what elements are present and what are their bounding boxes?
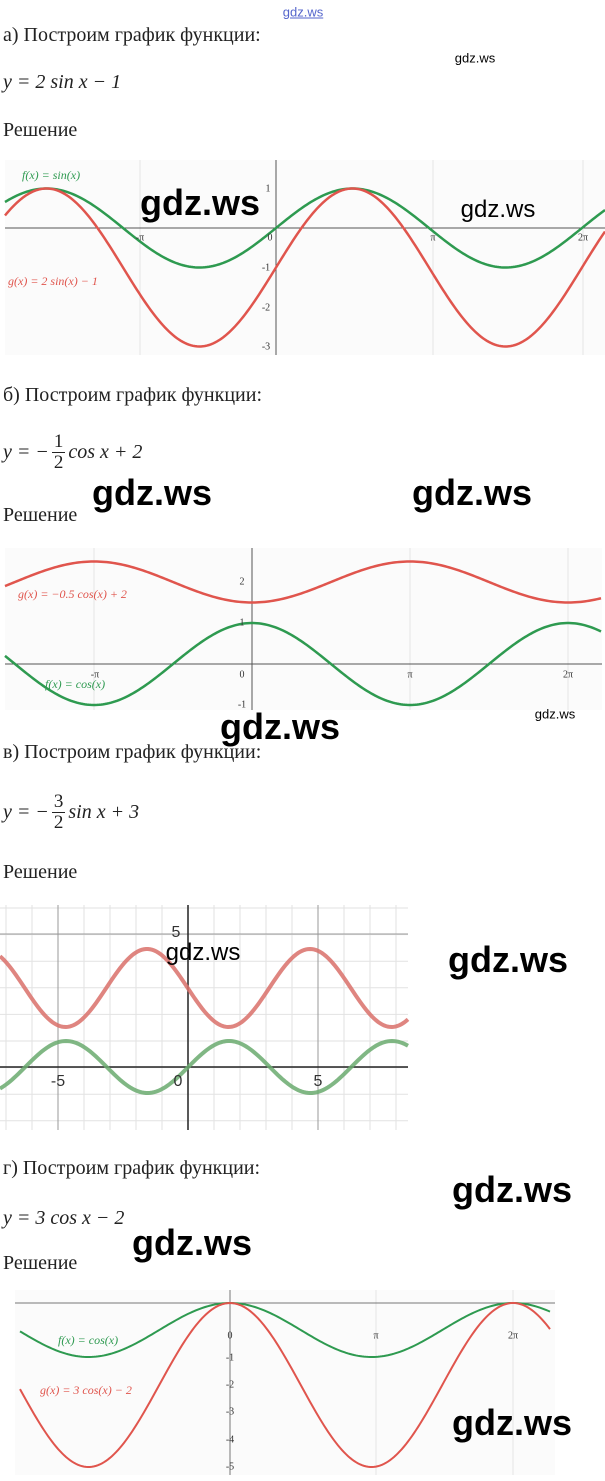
y-tick-label: -1 xyxy=(262,262,270,273)
denominator: 2 xyxy=(53,811,64,833)
x-tick-label: π xyxy=(373,1330,378,1341)
curve xyxy=(4,187,605,269)
x-tick-label: 0 xyxy=(240,669,245,680)
x-tick-label: 0 xyxy=(228,1330,233,1341)
denominator: 2 xyxy=(53,451,64,473)
watermark: gdz.ws xyxy=(447,939,569,980)
graph-d: 0 π 2π -1 -2 -3 -4 -5 f(x) = cos(x) g(x)… xyxy=(15,1290,555,1475)
watermark: gdz.ws xyxy=(131,1222,253,1263)
y-tick-label: -1 xyxy=(238,699,246,710)
curve xyxy=(19,1301,551,1359)
grid xyxy=(375,1290,514,1475)
x-tick-label: -π xyxy=(136,232,144,243)
curve xyxy=(4,621,602,707)
x-tick-label: π xyxy=(430,232,435,243)
watermark: gdz.ws xyxy=(451,1169,573,1210)
y-tick-label: -2 xyxy=(262,302,270,313)
curve xyxy=(0,1038,409,1096)
curves xyxy=(0,946,410,1096)
curves xyxy=(4,560,602,707)
graph-bg xyxy=(5,548,602,710)
watermark: gdz.ws xyxy=(451,1402,573,1443)
solution-label: Решение xyxy=(3,861,78,883)
legend-label: g(x) = −0.5 cos(x) + 2 xyxy=(18,587,127,601)
graph-bg xyxy=(0,905,408,1130)
curves xyxy=(4,187,605,348)
heading: б) Построим график функции: xyxy=(3,384,263,406)
curve xyxy=(0,946,410,1029)
graph-a: -π 0 π 2π 1 -1 -2 -3 f(x) = sin(x) g(x) … xyxy=(4,160,605,355)
y-tick-label: 5 xyxy=(172,924,181,941)
y-tick-label: -5 xyxy=(226,1461,234,1472)
y-tick-label: 1 xyxy=(266,183,271,194)
x-tick-label: 5 xyxy=(314,1073,323,1090)
x-tick-label: 2π xyxy=(563,669,573,680)
graph-bg xyxy=(5,160,605,355)
heading: а) Построим график функции: xyxy=(3,24,261,46)
formula: y = 2 sin x − 1 xyxy=(3,71,122,93)
legend-label: f(x) = sin(x) xyxy=(22,168,80,182)
formula: y = 3 cos x − 2 xyxy=(3,1207,125,1229)
watermark: gdz.ws xyxy=(282,4,324,20)
numerator: 1 xyxy=(51,431,66,453)
solution-label: Решение xyxy=(3,1252,78,1274)
legend-label: f(x) = cos(x) xyxy=(58,1333,118,1347)
graph-b: -π 0 π 2π 2 1 -1 g(x) = −0.5 cos(x) + 2 … xyxy=(4,548,602,710)
y-tick-label: -3 xyxy=(262,341,270,352)
solution-label: Решение xyxy=(3,504,78,526)
formula-part: y = − xyxy=(3,800,49,823)
y-tick-label: 1 xyxy=(240,617,245,628)
x-tick-label: 0 xyxy=(174,1073,183,1090)
watermark: gdz.ws xyxy=(454,50,496,66)
x-tick-label: 2π xyxy=(578,232,588,243)
watermark: gdz.ws xyxy=(411,472,533,513)
legend-label: g(x) = 3 cos(x) − 2 xyxy=(40,1383,132,1397)
numerator: 3 xyxy=(51,791,66,813)
y-tick-label: -4 xyxy=(226,1434,234,1445)
heading: в) Построим график функции: xyxy=(3,741,262,763)
watermark: gdz.ws xyxy=(534,706,576,722)
solution-label: Решение xyxy=(3,119,78,141)
graph-c: -5 0 5 5 xyxy=(0,905,410,1130)
curve xyxy=(19,1301,551,1468)
y-tick-label: 2 xyxy=(240,576,245,587)
curve xyxy=(4,560,602,604)
legend-label: g(x) = 2 sin(x) − 1 xyxy=(8,274,98,288)
watermark: gdz.ws xyxy=(219,706,341,747)
x-tick-label: -5 xyxy=(51,1073,65,1090)
x-tick-label: π xyxy=(407,669,412,680)
legend-label: f(x) = cos(x) xyxy=(45,677,105,691)
grid xyxy=(93,548,569,710)
formula-part: sin x + 3 xyxy=(68,800,140,823)
x-tick-label: -π xyxy=(91,669,99,680)
y-tick-label: -3 xyxy=(226,1406,234,1417)
x-tick-label: 0 xyxy=(268,232,273,243)
formula-part: cos x + 2 xyxy=(68,440,143,463)
watermark: gdz.ws xyxy=(139,182,261,223)
x-tick-label: 2π xyxy=(508,1330,518,1341)
y-tick-label: -1 xyxy=(226,1352,234,1363)
y-tick-label: -2 xyxy=(226,1379,234,1390)
heading: г) Построим график функции: xyxy=(3,1157,261,1179)
grid xyxy=(139,160,584,355)
curves xyxy=(19,1301,551,1468)
watermark: gdz.ws xyxy=(165,939,241,966)
watermark: gdz.ws xyxy=(91,472,213,513)
formula-part: y = − xyxy=(3,440,49,463)
watermark: gdz.ws xyxy=(460,196,536,223)
curve xyxy=(4,187,605,348)
